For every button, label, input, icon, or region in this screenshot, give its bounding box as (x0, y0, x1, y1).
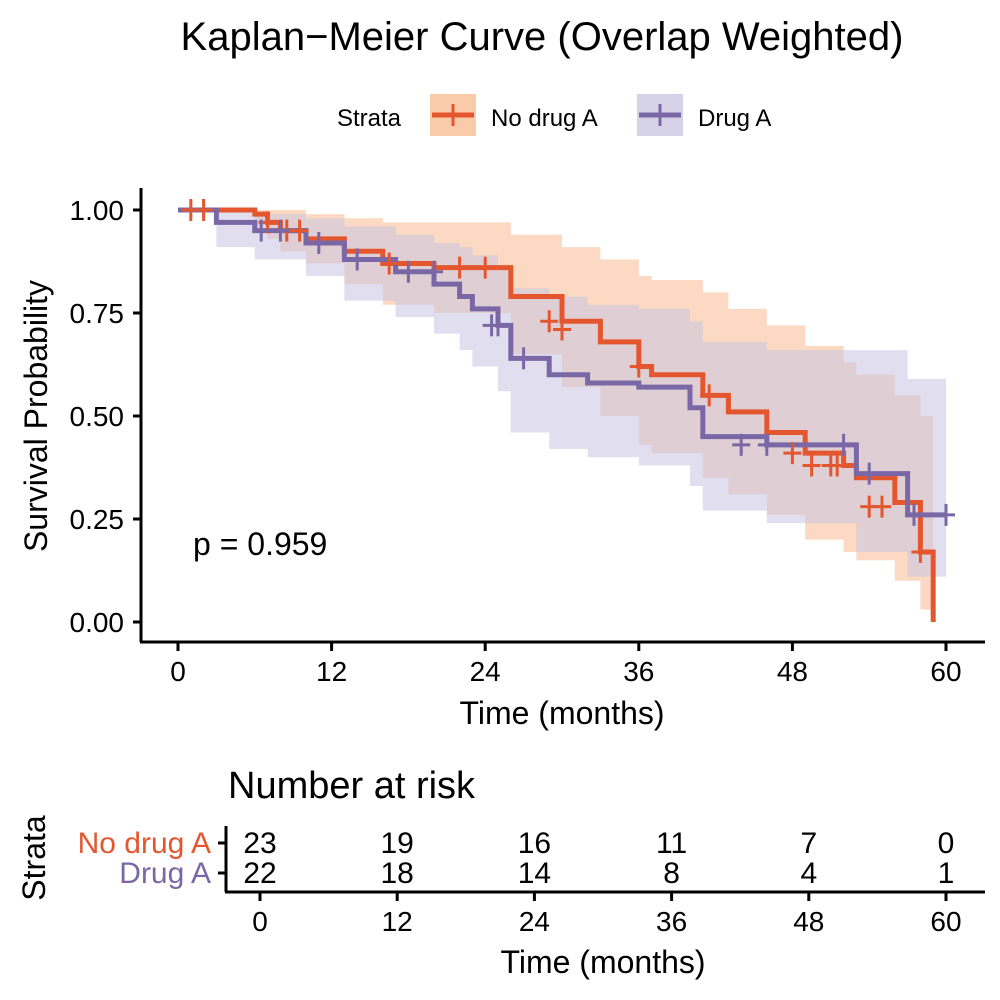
risk-row-label-drug-a: Drug A (119, 857, 211, 890)
censor-mark-drug-a (309, 231, 328, 254)
censor-mark-drug-a (757, 433, 776, 456)
y-axis-label: Survival Probability (18, 280, 54, 552)
risk-cell-drug-a: 14 (518, 857, 551, 890)
ci-band-no-drug-a (178, 210, 934, 622)
censor-mark-no-drug-a (540, 310, 559, 333)
x-tick-label: 0 (170, 656, 186, 687)
censor-mark-no-drug-a (553, 318, 571, 341)
legend-label-no-drug-a: No drug A (491, 105, 598, 132)
censor-mark-drug-a (425, 260, 443, 283)
y-tick-label: 0.50 (70, 401, 125, 432)
censor-mark-no-drug-a (629, 355, 648, 378)
y-axis-ticks: 0.00 0.25 0.50 0.75 1.00 (70, 195, 141, 638)
censor-mark-no-drug-a (802, 454, 821, 477)
censor-mark-no-drug-a (828, 454, 847, 477)
censor-marks (181, 199, 955, 563)
x-tick-label: 36 (623, 656, 654, 687)
censor-mark-no-drug-a (194, 199, 213, 221)
x-tick-label: 24 (470, 656, 501, 687)
y-tick-label: 0.75 (70, 298, 125, 329)
risk-x-tick-label: 0 (252, 906, 268, 937)
censor-mark-no-drug-a (290, 219, 309, 242)
censor-mark-no-drug-a (911, 540, 930, 563)
risk-cell-drug-a: 8 (663, 857, 680, 890)
ci-band-drug-a (178, 210, 946, 577)
risk-cell-no-drug-a: 0 (938, 827, 955, 860)
risk-x-tick-label: 24 (519, 906, 550, 937)
risk-cell-no-drug-a: 23 (243, 827, 276, 860)
censor-mark-drug-a (348, 248, 367, 271)
risk-cell-drug-a: 18 (381, 857, 414, 890)
confidence-bands (178, 210, 946, 622)
censor-mark-no-drug-a (380, 252, 399, 275)
censor-mark-drug-a (399, 260, 418, 283)
risk-x-tick-label: 60 (930, 906, 961, 937)
risk-cell-no-drug-a: 11 (656, 827, 687, 860)
legend: Strata No drug A Drug A (337, 94, 771, 136)
censor-mark-drug-a (252, 219, 271, 242)
censor-mark-drug-a (905, 503, 923, 526)
risk-table-cells: 23 19 16 11 7 0 22 18 14 8 4 1 (243, 827, 954, 890)
x-tick-label: 60 (930, 656, 961, 687)
x-axis-ticks: 0 12 24 36 48 60 (170, 642, 962, 687)
censor-mark-no-drug-a (783, 442, 802, 465)
legend-title: Strata (337, 105, 402, 132)
p-value-annotation: p = 0.959 (193, 526, 327, 562)
risk-table-y-label: Strata (16, 815, 52, 901)
risk-x-axis-ticks: 0 12 24 36 48 60 (252, 892, 962, 937)
censor-mark-drug-a (732, 433, 751, 456)
y-tick-label: 1.00 (70, 195, 125, 226)
x-tick-label: 48 (777, 656, 808, 687)
legend-label-drug-a: Drug A (698, 105, 771, 132)
x-tick-label: 12 (316, 656, 347, 687)
risk-cell-no-drug-a: 7 (800, 827, 817, 860)
chart-title: Kaplan−Meier Curve (Overlap Weighted) (181, 15, 904, 59)
censor-mark-no-drug-a (476, 256, 495, 279)
risk-cell-drug-a: 22 (243, 857, 276, 890)
censor-mark-drug-a (937, 503, 955, 526)
risk-table-title: Number at risk (228, 765, 476, 807)
risk-x-tick-label: 12 (382, 906, 413, 937)
risk-x-tick-label: 36 (656, 906, 687, 937)
censor-mark-no-drug-a (873, 495, 891, 518)
censor-mark-drug-a (860, 462, 879, 485)
risk-x-axis-label: Time (months) (500, 944, 705, 980)
risk-row-label-no-drug-a: No drug A (78, 827, 211, 860)
x-axis-label: Time (months) (459, 695, 664, 731)
risk-cell-drug-a: 4 (800, 857, 817, 890)
censor-mark-drug-a (489, 314, 507, 337)
censor-mark-drug-a (271, 219, 290, 242)
risk-cell-no-drug-a: 19 (381, 827, 414, 860)
censor-mark-no-drug-a (450, 256, 469, 279)
y-tick-label: 0.00 (70, 607, 125, 638)
risk-cell-drug-a: 1 (938, 857, 955, 890)
censor-mark-drug-a (834, 433, 853, 456)
risk-x-tick-label: 48 (793, 906, 824, 937)
risk-cell-no-drug-a: 16 (518, 827, 551, 860)
censor-mark-drug-a (514, 347, 533, 370)
censor-mark-no-drug-a (700, 384, 719, 407)
y-tick-label: 0.25 (70, 504, 125, 535)
